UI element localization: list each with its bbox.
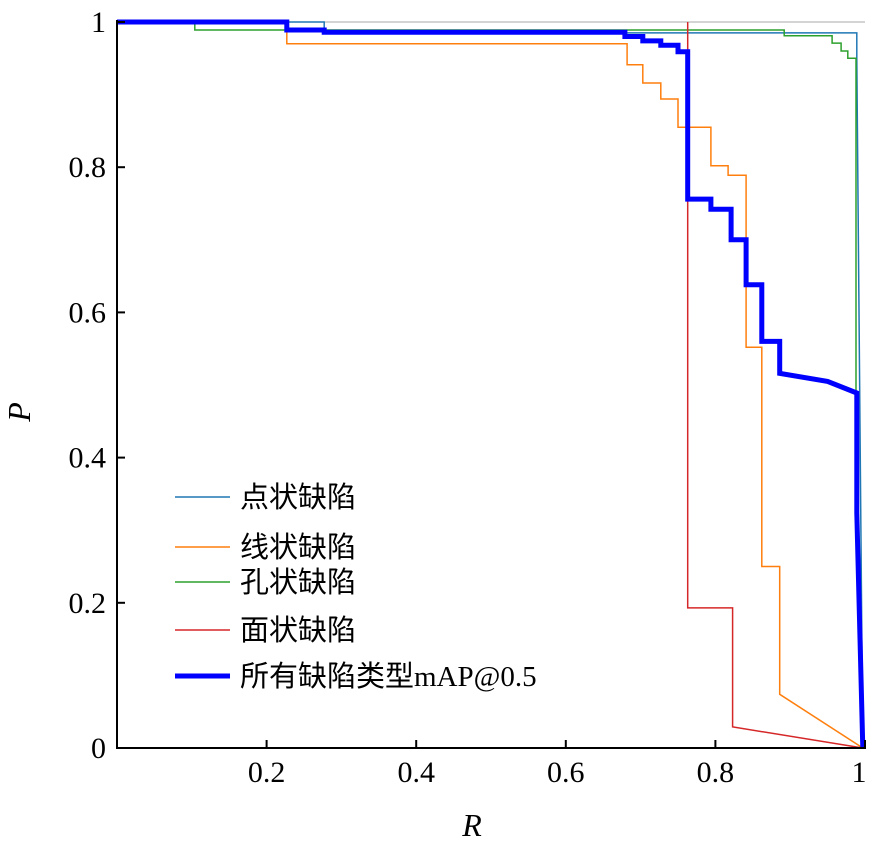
y-tick-label: 0	[91, 732, 106, 765]
legend-label: 线状缺陷	[240, 531, 356, 564]
series-line-3	[686, 22, 863, 749]
x-tick-label: 0.2	[248, 756, 286, 789]
x-tick-label: 0.6	[547, 756, 585, 789]
x-tick-label: 1	[852, 756, 867, 789]
y-axis-label: P	[1, 402, 37, 423]
y-tick-label: 0.6	[69, 296, 107, 329]
x-tick-label: 0.4	[397, 756, 435, 789]
y-tick-label: 0.8	[69, 151, 107, 184]
legend-label: 孔状缺陷	[240, 566, 356, 599]
series-line-4	[117, 19, 866, 749]
y-tick-label: 1	[91, 6, 106, 39]
series-line-2	[117, 21, 864, 749]
x-axis-label: R	[461, 807, 482, 843]
tick-layer: 0.2 0.4 0.6 0.8 1 0 0.2 0.4 0.6 0.8 1	[69, 6, 867, 789]
series-line-0	[117, 21, 864, 749]
y-tick-label: 0.4	[69, 442, 107, 475]
legend-label: 面状缺陷	[240, 614, 356, 647]
series-line-1	[117, 21, 864, 749]
legend-label: 所有缺陷类型mAP@0.5	[240, 660, 537, 693]
series-layer	[117, 19, 866, 749]
y-tick-label: 0.2	[69, 587, 107, 620]
x-tick-label: 0.8	[697, 756, 735, 789]
legend-label: 点状缺陷	[240, 481, 356, 514]
